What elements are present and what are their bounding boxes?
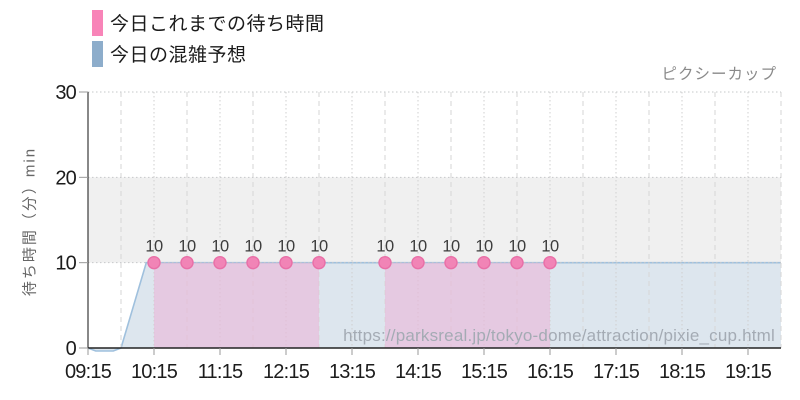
wait-time-point: [477, 255, 491, 270]
x-tick-label: 16:15: [527, 361, 574, 383]
y-tick-label: 0: [66, 338, 77, 360]
legend-item-actual-wait: 今日これまでの待ち時間: [92, 8, 325, 37]
actual-wait-area-segment: [385, 262, 550, 348]
actual-wait-area-segment: [154, 262, 319, 348]
wait-time-point: [246, 255, 260, 270]
wait-time-point: [147, 255, 161, 270]
y-tick-label: 20: [55, 167, 76, 189]
legend-label-forecast: 今日の混雑予想: [110, 45, 247, 66]
wait-time-point: [213, 255, 227, 270]
watermark-url: https://parksreal.jp/tokyo-dome/attracti…: [343, 326, 775, 345]
wait-time-point: [543, 255, 557, 270]
y-tick-label: 10: [55, 253, 76, 275]
legend-label-actual-wait: 今日これまでの待ち時間: [110, 14, 325, 35]
y-tick-label: 30: [55, 82, 76, 104]
point-value-label: 10: [178, 238, 196, 256]
x-tick-label: 19:15: [725, 361, 772, 383]
x-tick-label: 14:15: [395, 361, 442, 383]
wait-time-point: [378, 255, 392, 270]
point-value-label: 10: [244, 238, 262, 256]
point-value-label: 10: [145, 238, 163, 256]
wait-time-point: [180, 255, 194, 270]
point-value-label: 10: [376, 238, 394, 256]
wait-time-point: [312, 255, 326, 270]
x-tick-label: 17:15: [593, 361, 640, 383]
x-tick-label: 13:15: [329, 361, 376, 383]
point-value-label: 10: [541, 238, 559, 256]
point-value-label: 10: [475, 238, 493, 256]
x-tick-label: 10:15: [131, 361, 178, 383]
legend-swatch-pink: [92, 9, 103, 36]
wait-time-point: [444, 255, 458, 270]
highlight-band-10-20: [88, 177, 781, 263]
x-tick-label: 18:15: [659, 361, 706, 383]
point-value-label: 10: [442, 238, 460, 256]
point-value-label: 10: [310, 238, 328, 256]
legend-swatch-blue: [92, 40, 103, 67]
x-tick-label: 09:15: [65, 361, 112, 383]
wait-time-point: [411, 255, 425, 270]
wait-time-point: [279, 255, 293, 270]
legend-item-forecast: 今日の混雑予想: [92, 39, 325, 68]
point-value-label: 10: [409, 238, 427, 256]
point-value-label: 10: [508, 238, 526, 256]
attraction-name-title: ピクシーカップ: [661, 66, 777, 83]
x-tick-label: 15:15: [461, 361, 508, 383]
x-tick-label: 12:15: [263, 361, 310, 383]
point-value-label: 10: [211, 238, 229, 256]
chart-legend: 今日これまでの待ち時間 今日の混雑予想: [92, 8, 325, 68]
wait-time-point: [510, 255, 524, 270]
x-tick-label: 11:15: [198, 361, 243, 383]
point-value-label: 10: [277, 238, 295, 256]
